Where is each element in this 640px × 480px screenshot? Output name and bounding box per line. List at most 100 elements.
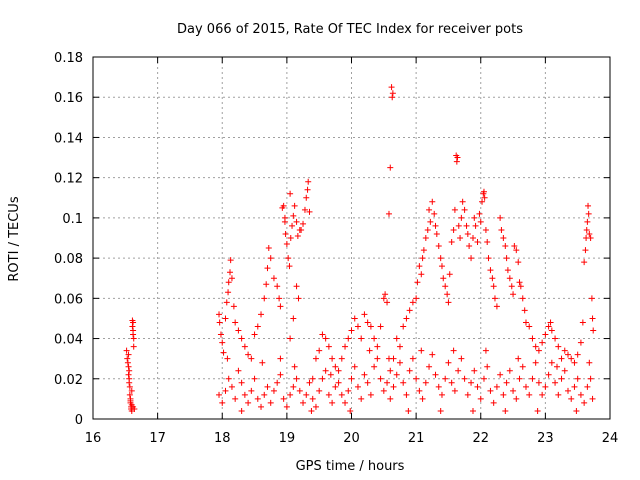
data-point bbox=[217, 331, 224, 338]
data-point bbox=[267, 399, 274, 406]
data-point bbox=[130, 331, 137, 338]
data-point bbox=[418, 271, 425, 278]
data-point bbox=[419, 395, 426, 402]
data-point bbox=[309, 375, 316, 382]
x-tick-label: 22 bbox=[472, 431, 489, 446]
data-point bbox=[479, 198, 486, 205]
data-point bbox=[545, 323, 552, 330]
data-point bbox=[301, 206, 308, 213]
data-point bbox=[418, 347, 425, 354]
data-point bbox=[263, 281, 270, 288]
y-tick-label: 0.02 bbox=[54, 373, 83, 388]
data-point bbox=[552, 379, 559, 386]
data-point bbox=[484, 363, 491, 370]
data-point bbox=[558, 355, 565, 362]
data-point bbox=[577, 391, 584, 398]
data-point bbox=[480, 188, 487, 195]
data-point bbox=[390, 383, 397, 390]
data-point bbox=[545, 371, 552, 378]
data-point bbox=[251, 331, 258, 338]
data-point bbox=[466, 243, 473, 250]
data-point bbox=[329, 355, 336, 362]
data-point bbox=[590, 327, 597, 334]
data-point bbox=[435, 243, 442, 250]
data-point bbox=[125, 371, 132, 378]
data-point bbox=[506, 275, 513, 282]
data-point bbox=[261, 391, 268, 398]
data-point bbox=[225, 279, 232, 286]
data-point bbox=[477, 395, 484, 402]
data-point bbox=[281, 218, 288, 225]
data-point bbox=[216, 319, 223, 326]
data-point bbox=[487, 387, 494, 394]
data-point bbox=[367, 323, 374, 330]
data-point bbox=[542, 331, 549, 338]
data-point bbox=[354, 323, 361, 330]
data-point bbox=[482, 347, 489, 354]
data-point bbox=[513, 395, 520, 402]
x-tick-label: 18 bbox=[214, 431, 231, 446]
data-point bbox=[419, 255, 426, 262]
data-point bbox=[500, 235, 507, 241]
data-points bbox=[123, 84, 597, 414]
data-point bbox=[461, 206, 468, 213]
data-point bbox=[427, 218, 434, 225]
data-point bbox=[558, 375, 565, 382]
data-point bbox=[579, 319, 586, 326]
y-tick-label: 0.16 bbox=[54, 91, 83, 106]
data-point bbox=[251, 375, 258, 382]
data-point bbox=[238, 407, 245, 414]
data-point bbox=[274, 283, 281, 290]
data-point bbox=[228, 275, 235, 282]
data-point bbox=[130, 343, 137, 350]
data-point bbox=[385, 210, 392, 217]
data-point bbox=[444, 291, 451, 298]
data-point bbox=[532, 359, 539, 366]
data-point bbox=[306, 208, 313, 215]
data-point bbox=[248, 355, 255, 362]
data-point bbox=[130, 319, 137, 326]
data-point bbox=[387, 395, 394, 402]
data-point bbox=[286, 263, 293, 270]
data-point bbox=[432, 371, 439, 378]
x-tick-label: 16 bbox=[85, 431, 102, 446]
data-point bbox=[312, 403, 319, 410]
data-point bbox=[416, 263, 423, 270]
data-point bbox=[406, 367, 413, 374]
data-point bbox=[422, 235, 429, 241]
data-point bbox=[539, 391, 546, 398]
data-point bbox=[124, 359, 131, 366]
data-point bbox=[564, 351, 571, 358]
data-point bbox=[409, 299, 416, 306]
data-point bbox=[222, 315, 229, 322]
data-point bbox=[497, 214, 504, 221]
data-point bbox=[474, 383, 481, 390]
data-point bbox=[384, 379, 391, 386]
data-point bbox=[291, 363, 298, 370]
data-point bbox=[504, 267, 511, 274]
data-point bbox=[389, 94, 396, 101]
data-point bbox=[348, 375, 355, 382]
data-point bbox=[293, 375, 300, 382]
data-point bbox=[476, 210, 483, 217]
data-point bbox=[306, 379, 313, 386]
y-axis-label: ROTI / TECUs bbox=[7, 196, 22, 281]
data-point bbox=[245, 351, 252, 358]
data-point bbox=[464, 230, 471, 237]
data-point bbox=[413, 375, 420, 382]
data-point bbox=[539, 339, 546, 346]
data-point bbox=[548, 327, 555, 334]
data-point bbox=[581, 399, 588, 406]
data-point bbox=[587, 235, 594, 241]
data-point bbox=[586, 359, 593, 366]
data-point bbox=[287, 190, 294, 197]
data-point bbox=[588, 295, 595, 302]
data-point bbox=[354, 383, 361, 390]
data-point bbox=[371, 335, 378, 342]
data-point bbox=[296, 387, 303, 394]
data-point bbox=[450, 347, 457, 354]
axis-ticks: 16 17 18 19 20 21 22 23 24 0 0.02 0.04 0.06 0.08 0.1 0.… bbox=[54, 51, 618, 446]
data-point bbox=[316, 347, 323, 354]
data-point bbox=[232, 395, 239, 402]
data-point bbox=[274, 379, 281, 386]
